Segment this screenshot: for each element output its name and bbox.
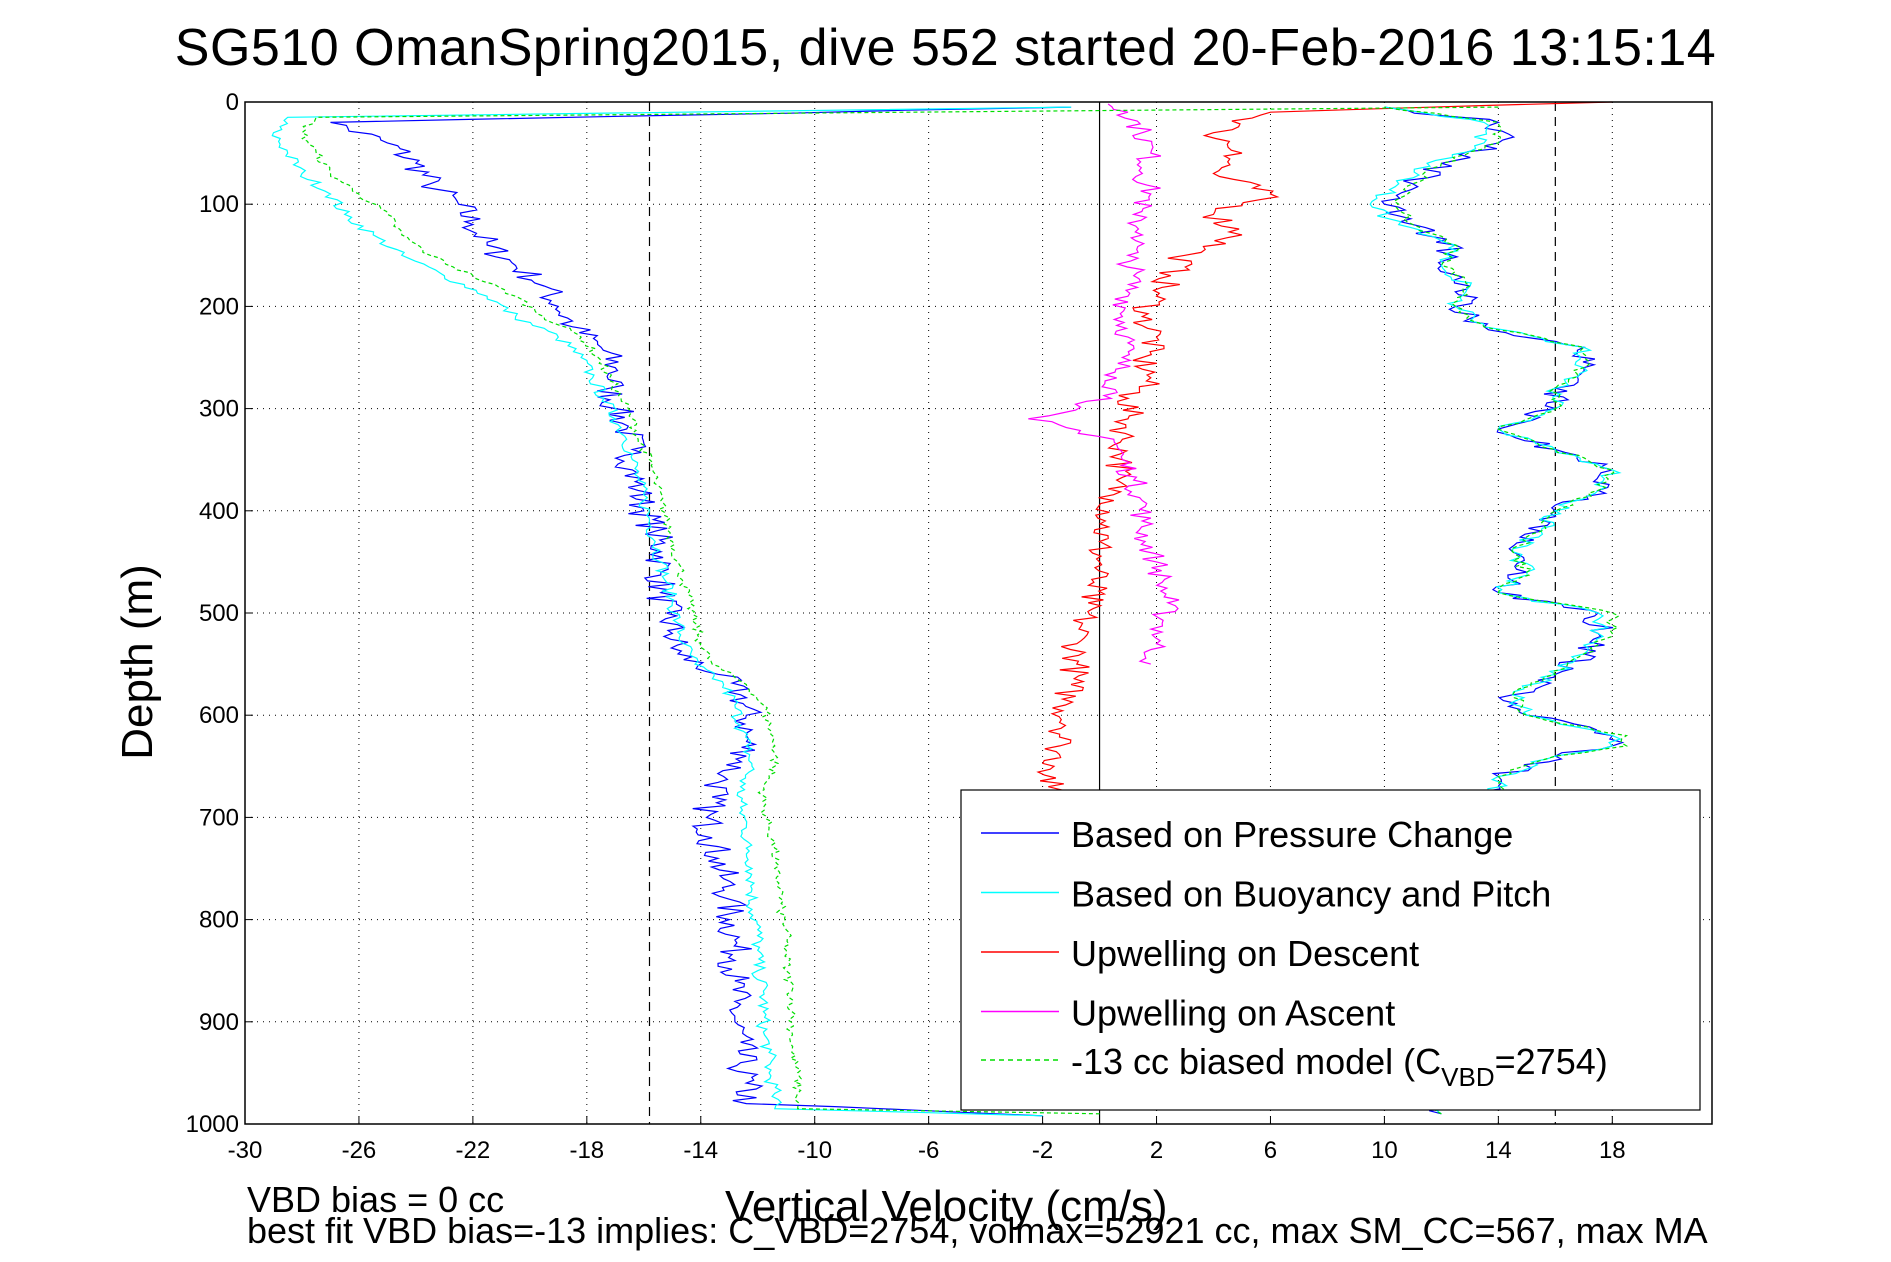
footer-best-fit-note: best fit VBD bias=-13 implies: C_VBD=275…: [247, 1210, 1708, 1251]
y-tick-label: 0: [226, 89, 239, 116]
footer-bias-note: VBD bias = 0 cc: [247, 1179, 505, 1220]
legend-box: [960, 789, 1701, 1111]
x-tick-label: -2: [1032, 1137, 1053, 1164]
x-tick-label: -10: [797, 1137, 832, 1164]
x-axis-label: Vertical Velocity (cm/s): [725, 1182, 1168, 1231]
legend-label: Based on Pressure Change: [1071, 814, 1513, 855]
legend-label: Based on Buoyancy and Pitch: [1071, 874, 1551, 915]
x-tick-label: -22: [456, 1137, 491, 1164]
y-tick-label: 400: [199, 498, 239, 525]
series-line: [1028, 103, 1180, 665]
x-tick-label: -30: [228, 1137, 263, 1164]
y-tick-label: 800: [199, 907, 239, 934]
y-tick-label: 200: [199, 293, 239, 320]
x-tick-label: 14: [1485, 1137, 1512, 1164]
x-tick-label: -18: [569, 1137, 604, 1164]
axes-box: [244, 101, 1713, 1125]
y-tick-label: 300: [199, 396, 239, 423]
series-line: [271, 106, 1072, 1117]
chart-title: SG510 OmanSpring2015, dive 552 started 2…: [174, 19, 1717, 77]
x-tick-label: 6: [1264, 1137, 1277, 1164]
x-tick-label: 2: [1150, 1137, 1163, 1164]
y-tick-label: 900: [199, 1009, 239, 1036]
y-tick-label: 500: [199, 600, 239, 627]
x-tick-label: -6: [918, 1137, 939, 1164]
y-tick-label: 100: [199, 191, 239, 218]
series-line: [300, 106, 1499, 1115]
legend-label: Upwelling on Ascent: [1071, 993, 1395, 1034]
x-tick-label: -14: [683, 1137, 718, 1164]
x-tick-label: -26: [342, 1137, 377, 1164]
y-tick-label: 700: [199, 804, 239, 831]
series-line: [330, 106, 1072, 1117]
y-tick-label: 1000: [186, 1111, 239, 1138]
legend-label: Upwelling on Descent: [1071, 933, 1419, 974]
legend-label: -13 cc biased model (CVBD=2754): [1071, 1041, 1608, 1092]
x-tick-label: 10: [1371, 1137, 1398, 1164]
x-tick-label: 18: [1599, 1137, 1626, 1164]
y-tick-label: 600: [199, 702, 239, 729]
